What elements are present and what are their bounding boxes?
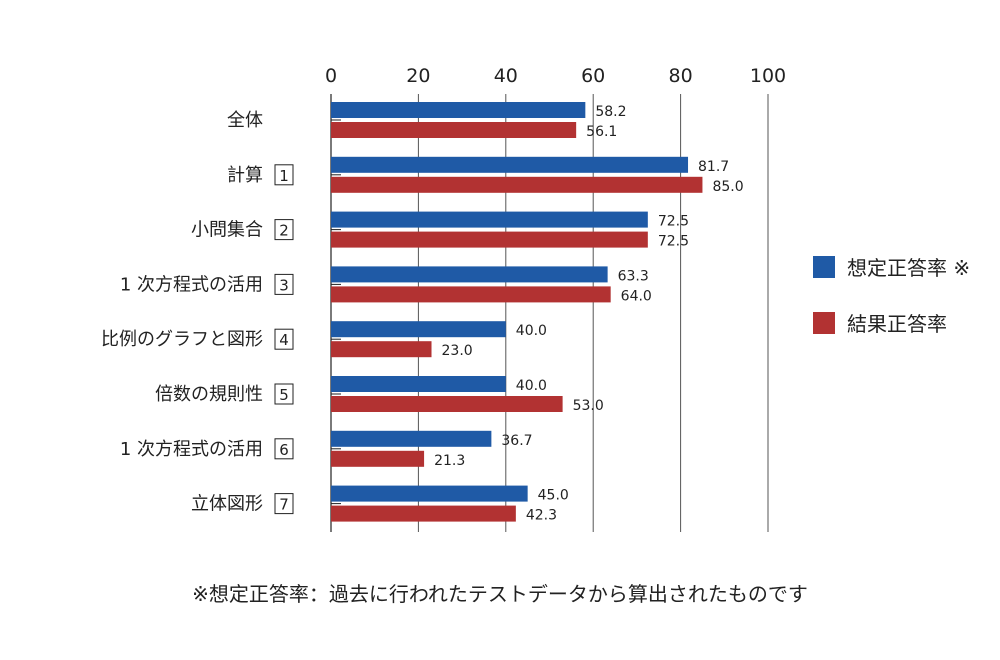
category-label: 全体 [227,110,263,131]
question-number: 1 [279,167,289,185]
data-label: 40.0 [516,323,547,339]
legend-label: 結果正答率 [847,312,947,336]
x-tick-label: 80 [669,65,693,87]
bar-result [331,396,563,412]
question-number: 5 [279,386,289,404]
bar-result [331,450,425,467]
x-tick-label: 40 [494,65,518,87]
footnote: ※想定正答率：過去に行われたテストデータから算出されたものです [192,582,808,606]
data-label: 42.3 [526,508,557,524]
data-label: 23.0 [442,343,473,359]
question-number-box [274,383,294,405]
question-number: 7 [279,496,289,514]
data-label: 56.1 [586,124,617,140]
bar-expected [331,211,648,228]
category-label: 比例のグラフと図形 [101,329,263,350]
data-label: 72.5 [658,214,689,230]
bar-expected [331,321,506,338]
data-label: 53.0 [573,398,604,414]
data-label: 81.7 [698,159,729,175]
question-number-box [274,438,294,460]
bar-expected [331,266,608,283]
bar-result [331,505,516,522]
question-number: 6 [279,441,289,459]
question-number: 4 [279,331,289,349]
bar-result [331,176,703,193]
legend-swatch-expected [813,256,835,278]
category-label: 立体図形 [191,494,263,515]
question-number-box [274,493,294,515]
bar-result [331,231,648,248]
data-label: 72.5 [658,234,689,250]
bar-result [331,286,611,303]
bar-result [331,341,432,358]
bar-expected [331,376,506,392]
question-number-box [274,164,294,186]
x-tick-label: 0 [325,65,337,87]
data-label: 85.0 [712,179,743,195]
question-number: 2 [279,222,289,240]
legend-label: 想定正答率 ※ [847,256,970,280]
data-label: 63.3 [618,268,649,284]
data-label: 64.0 [621,288,652,304]
x-tick-label: 100 [750,65,786,87]
question-number-box [274,219,294,241]
category-label: 小問集合 [191,220,263,241]
category-label: 1 次方程式の活用 [120,274,263,295]
bar-expected [331,485,528,502]
bar-result [331,122,577,138]
data-label: 58.2 [595,104,626,120]
legend-swatch-result [813,312,835,334]
bar-expected [331,102,586,118]
category-label: 計算 [227,165,263,186]
question-number: 3 [279,276,289,294]
data-label: 36.7 [501,433,532,449]
data-label: 40.0 [516,378,547,394]
bar-expected [331,430,492,447]
x-tick-label: 60 [581,65,605,87]
bar-expected [331,156,689,173]
data-label: 45.0 [538,488,569,504]
question-number-box [274,273,294,295]
category-label: 倍数の規則性 [155,384,263,405]
data-label: 21.3 [434,453,465,469]
question-number-box [274,328,294,350]
x-tick-label: 20 [406,65,430,87]
category-label: 1 次方程式の活用 [120,439,263,460]
